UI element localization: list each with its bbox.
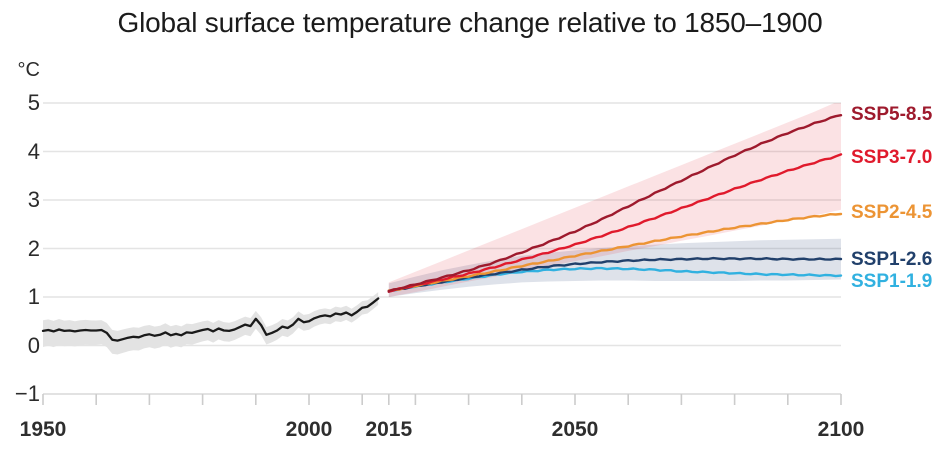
y-tick-label: 5 xyxy=(27,90,40,115)
y-axis-unit-label: °C xyxy=(17,59,40,81)
x-tick-label: 2050 xyxy=(551,418,599,441)
x-tick-label: 2015 xyxy=(365,418,413,441)
y-tick-label: 3 xyxy=(27,187,40,212)
legend-label-ssp2-4-5: SSP2-4.5 xyxy=(851,202,933,223)
y-tick-label: 4 xyxy=(27,138,40,164)
x-tick-label: 2100 xyxy=(817,418,865,441)
x-tick-label: 1950 xyxy=(19,418,67,441)
chart-title: Global surface temperature change relati… xyxy=(117,7,823,38)
legend-label-ssp5-8-5: SSP5-8.5 xyxy=(851,104,933,125)
x-tick-label: 2000 xyxy=(285,418,333,441)
legend-label-ssp1-2-6: SSP1-2.6 xyxy=(851,249,933,270)
legend-label-ssp1-1-9: SSP1-1.9 xyxy=(851,271,933,292)
y-tick-label: 1 xyxy=(27,284,40,309)
y-tick-label: 2 xyxy=(27,235,40,261)
y-tick-label: 0 xyxy=(27,332,40,358)
legend-label-ssp3-7-0: SSP3-7.0 xyxy=(851,147,933,168)
y-tick-label: −1 xyxy=(14,381,40,406)
